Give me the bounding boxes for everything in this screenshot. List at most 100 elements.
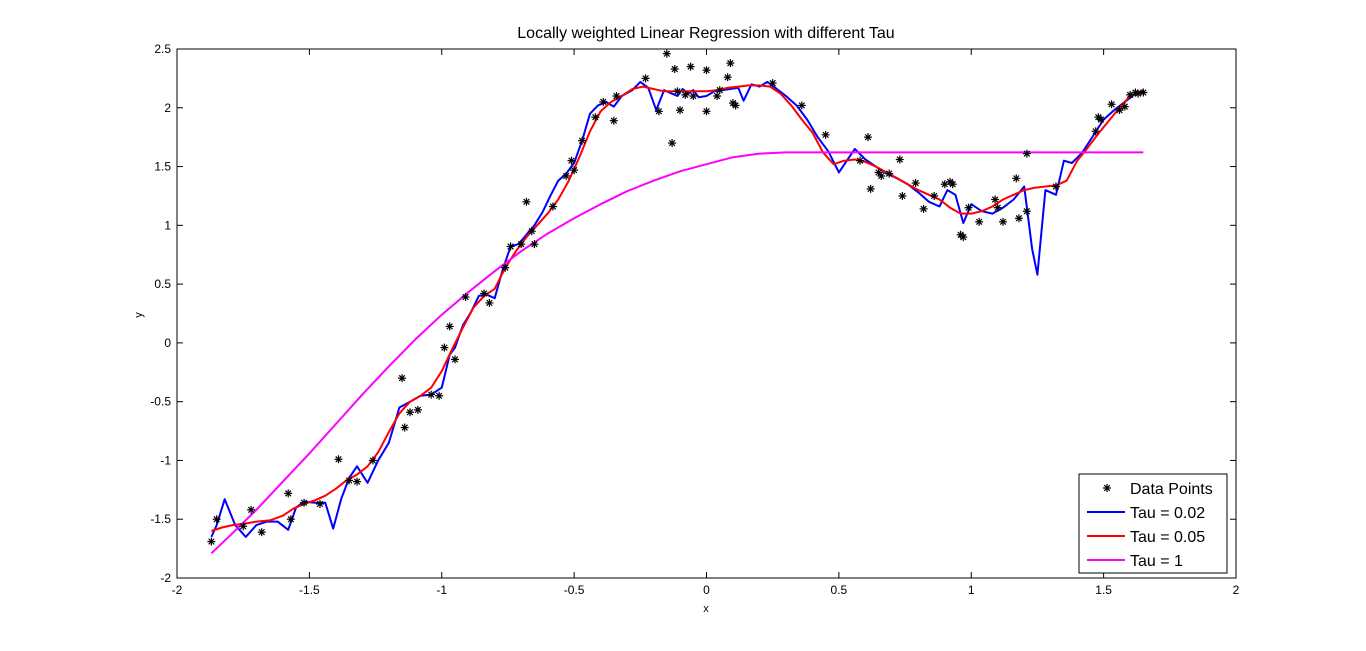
data-point [368, 456, 377, 465]
axes-box [176, 48, 1237, 579]
x-tick-label: -0.5 [564, 583, 585, 597]
data-point-stroke [878, 172, 885, 180]
data-point [726, 59, 735, 68]
x-tick-label: -1 [436, 583, 447, 597]
data-point-stroke [613, 92, 620, 100]
data-point-stroke [486, 299, 493, 307]
series-line-tau-002 [210, 80, 1144, 538]
data-point-stroke [316, 500, 324, 508]
data-point [689, 92, 698, 101]
data-point-stroke [994, 204, 1001, 211]
data-point-stroke [965, 204, 972, 211]
data-point-stroke [335, 456, 342, 463]
data-point [702, 107, 711, 116]
data-point-stroke [446, 323, 453, 330]
data-point [427, 390, 436, 399]
data-point [713, 92, 722, 101]
data-point [1012, 174, 1021, 183]
data-point [599, 97, 608, 106]
y-tick-label: 1.5 [154, 160, 171, 174]
data-point [911, 179, 920, 188]
data-point-stroke [822, 131, 829, 139]
data-point [1107, 100, 1116, 109]
data-point [345, 476, 354, 485]
data-point [257, 528, 266, 537]
data-point-stroke [523, 198, 530, 206]
data-point [768, 79, 777, 88]
data-point [207, 537, 216, 546]
data-point [1022, 207, 1031, 216]
x-tick-label: -2 [172, 583, 183, 597]
data-point-stroke [592, 113, 599, 121]
data-point-stroke [1116, 106, 1123, 114]
data-point-stroke [875, 169, 882, 176]
data-point [681, 90, 690, 99]
data-point [398, 374, 407, 383]
data-point-stroke [769, 79, 776, 87]
data-point-stroke [732, 102, 739, 109]
data-point-stroke [885, 170, 893, 177]
data-point [461, 293, 470, 302]
data-point-stroke [287, 515, 295, 523]
x-tick-label: 0.5 [831, 583, 848, 597]
y-tick-label: -2 [160, 571, 171, 585]
data-point-stroke [247, 506, 255, 514]
y-tick-label: 1 [164, 218, 171, 232]
data-point [821, 130, 830, 139]
data-point [609, 116, 618, 125]
data-point-stroke [676, 106, 684, 114]
data-point-stroke [999, 218, 1007, 226]
y-tick-label: -1 [160, 453, 171, 467]
data-point-stroke [727, 59, 734, 67]
data-point [591, 113, 600, 122]
chart-title: Locally weighted Linear Regression with … [517, 25, 894, 42]
x-axis: -2 -1.5 -1 -0.5 0 0.5 1 1.5 2 [172, 49, 1240, 597]
data-point [1126, 90, 1135, 99]
data-point-stroke [716, 86, 723, 94]
data-point [999, 217, 1008, 226]
y-axis-label: y [133, 312, 145, 318]
data-point-stroke [920, 205, 927, 213]
data-point-stroke [930, 192, 938, 200]
x-axis-label: x [703, 603, 709, 615]
data-point-stroke [1132, 89, 1139, 96]
data-point [1051, 182, 1060, 191]
data-point-stroke [975, 218, 983, 226]
data-point-stroke [600, 98, 607, 106]
data-point [440, 343, 449, 352]
plot-area [176, 48, 1237, 579]
data-point [405, 408, 414, 417]
data-point-stroke [562, 172, 570, 180]
data-point [247, 505, 256, 514]
data-point [723, 73, 732, 82]
data-point-stroke [345, 477, 353, 484]
data-point-stroke [517, 240, 525, 248]
data-point-stroke [690, 92, 697, 100]
x-tick-label: 1 [968, 583, 975, 597]
data-point-stroke [1140, 89, 1147, 96]
data-point [480, 289, 489, 298]
data-point-stroke [856, 157, 864, 164]
legend-marker-data-points [1103, 484, 1111, 492]
data-point [501, 263, 510, 272]
data-point [435, 391, 444, 400]
data-point-stroke [578, 137, 586, 144]
data-point-stroke [531, 240, 538, 248]
data-point [450, 355, 459, 364]
data-point-stroke [451, 356, 459, 363]
y-tick-label: 2.5 [154, 42, 171, 56]
data-point [731, 101, 740, 110]
data-point-stroke [674, 88, 681, 95]
data-point [856, 156, 865, 165]
data-point [413, 405, 422, 414]
data-point-stroke [1121, 103, 1129, 110]
data-point-stroke [549, 203, 557, 210]
data-point-stroke [406, 409, 414, 416]
data-point [284, 489, 293, 498]
data-point [286, 515, 295, 524]
data-point [548, 202, 557, 211]
data-point [668, 139, 677, 148]
data-point-stroke [864, 133, 872, 141]
data-point [676, 106, 685, 115]
